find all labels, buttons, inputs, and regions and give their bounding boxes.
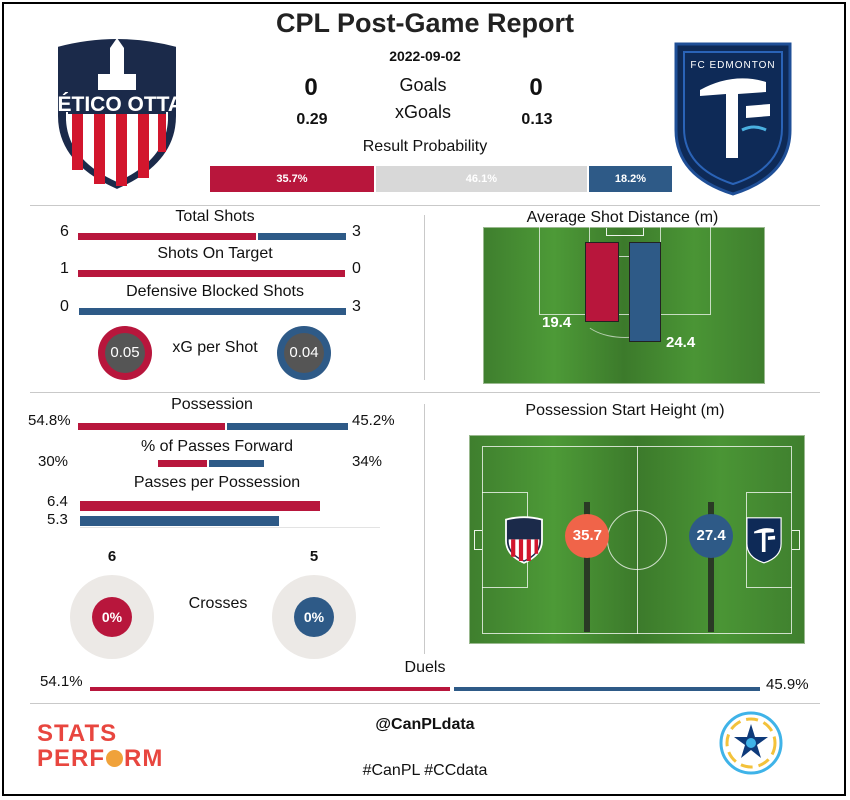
duels-away-bar — [454, 687, 760, 691]
duels-label: Duels — [404, 659, 446, 676]
passes-forward-home-bar — [158, 460, 207, 467]
prob-home-segment: 35.7% — [210, 166, 374, 192]
xg-per-shot-label: xG per Shot — [172, 339, 258, 356]
possession-label: Possession — [171, 396, 253, 413]
start-height-home-line — [584, 502, 591, 632]
duels-home-bar — [90, 687, 451, 691]
ppp-away: 5.3 — [47, 511, 68, 528]
duels-home: 54.1% — [40, 673, 83, 690]
xgoals-label: xGoals — [394, 102, 452, 122]
possession-home: 54.8% — [28, 412, 71, 429]
duels-away: 45.9% — [766, 676, 809, 693]
divider-header — [30, 205, 820, 206]
possession-away-bar — [226, 423, 348, 430]
passes-forward-home: 30% — [38, 453, 69, 470]
stats-perform-line2a: PERF — [37, 745, 106, 772]
shot-distance-label: Average Shot Distance (m) — [526, 209, 719, 226]
ppp-axis — [80, 527, 380, 528]
blocked-shots-label: Defensive Blocked Shots — [126, 283, 304, 300]
shot-distance-home-value: 19.4 — [542, 313, 572, 331]
blocked-shots-home: 0 — [60, 298, 69, 315]
start-height-home-marker: 35.7 — [565, 514, 610, 558]
crosses-home-total: 6 — [107, 548, 117, 565]
passes-per-possession-label: Passes per Possession — [133, 474, 301, 491]
goals-label: Goals — [399, 75, 447, 95]
twitter-handle: @CanPLdata — [375, 716, 475, 733]
crosses-label: Crosses — [188, 595, 248, 612]
start-height-pitch: 35.7 27.4 — [469, 435, 805, 644]
home-crest-text: ATLÉTICO OTTAWA — [52, 93, 182, 116]
stats-perform-line2b: RM — [124, 745, 164, 772]
passes-forward-label: % of Passes Forward — [140, 438, 294, 455]
total-shots-away-bar — [257, 233, 346, 240]
home-goals: 0 — [304, 74, 318, 101]
result-probability-label: Result Probability — [362, 138, 488, 155]
crosses-away-total: 5 — [309, 548, 319, 565]
ppp-away-bar — [80, 516, 279, 526]
stats-perform-line2: PERF RM — [37, 746, 187, 772]
blocked-shots-away-bar — [79, 308, 346, 315]
total-shots-home: 6 — [60, 223, 69, 240]
home-crest-small-icon — [505, 516, 543, 564]
crosses-home-pct: 0% — [92, 597, 132, 637]
home-xg-per-shot-ring: 0.05 — [98, 326, 152, 380]
shots-on-target-away: 0 — [352, 260, 361, 277]
passes-forward-away: 34% — [352, 453, 383, 470]
possession-home-bar — [78, 423, 225, 430]
penalty-arc — [580, 288, 670, 338]
total-shots-label: Total Shots — [175, 208, 255, 225]
divider-possession-vertical — [424, 404, 425, 654]
shots-on-target-home-bar — [78, 270, 345, 277]
home-xg: 0.29 — [296, 111, 328, 128]
shots-on-target-home: 1 — [60, 260, 69, 277]
page-title: CPL Post-Game Report — [275, 8, 575, 38]
center-circle — [607, 510, 667, 570]
away-xg-per-shot-ring: 0.04 — [277, 326, 331, 380]
home-xg-per-shot-value: 0.05 — [105, 333, 145, 373]
ppp-home: 6.4 — [47, 493, 68, 510]
away-xg-per-shot-value: 0.04 — [284, 333, 324, 373]
shot-distance-home-bar — [585, 242, 619, 322]
divider-shots — [30, 392, 820, 393]
stats-perform-logo: STATS PERF RM — [37, 722, 187, 776]
crosses-away-donut: 0% — [272, 575, 356, 659]
divider-shots-vertical — [424, 215, 425, 380]
divider-footer — [30, 703, 820, 704]
away-crest-text: FC EDMONTON — [690, 60, 775, 71]
total-shots-away: 3 — [352, 223, 361, 240]
left-goal — [474, 530, 482, 550]
stats-perform-line1: STATS — [37, 720, 118, 747]
canpl-data-logo-icon — [719, 711, 783, 775]
crosses-home-donut: 0% — [70, 575, 154, 659]
passes-forward-away-bar — [209, 460, 265, 467]
total-shots-home-bar — [78, 233, 256, 240]
away-goals: 0 — [529, 74, 543, 101]
start-height-label: Possession Start Height (m) — [525, 402, 725, 419]
prob-away-segment: 18.2% — [588, 166, 672, 192]
start-height-away-line — [708, 502, 715, 632]
away-xg: 0.13 — [521, 111, 553, 128]
shot-distance-away-value: 24.4 — [666, 334, 696, 352]
sun-icon — [106, 750, 124, 767]
start-height-away-marker: 27.4 — [689, 514, 734, 558]
match-date: 2022-09-02 — [389, 48, 461, 64]
right-goal — [792, 530, 800, 550]
shots-on-target-label: Shots On Target — [157, 245, 273, 262]
ppp-home-bar — [80, 501, 320, 511]
shot-distance-away-bar — [629, 242, 661, 343]
prob-draw-segment: 46.1% — [375, 166, 587, 192]
goal-frame — [606, 228, 644, 236]
atletico-ottawa-crest-icon: ATLÉTICO OTTAWA — [52, 37, 182, 192]
away-crest-small-icon — [746, 517, 782, 564]
hashtags: #CanPL #CCdata — [362, 762, 488, 779]
blocked-shots-away: 3 — [352, 298, 361, 315]
possession-away: 45.2% — [352, 412, 395, 429]
shot-distance-pitch: 19.4 24.4 — [483, 227, 765, 384]
crosses-away-pct: 0% — [294, 597, 334, 637]
result-probability-bar: 35.7% 46.1% 18.2% — [210, 166, 672, 192]
fc-edmonton-crest-icon: FC EDMONTON — [674, 42, 792, 196]
